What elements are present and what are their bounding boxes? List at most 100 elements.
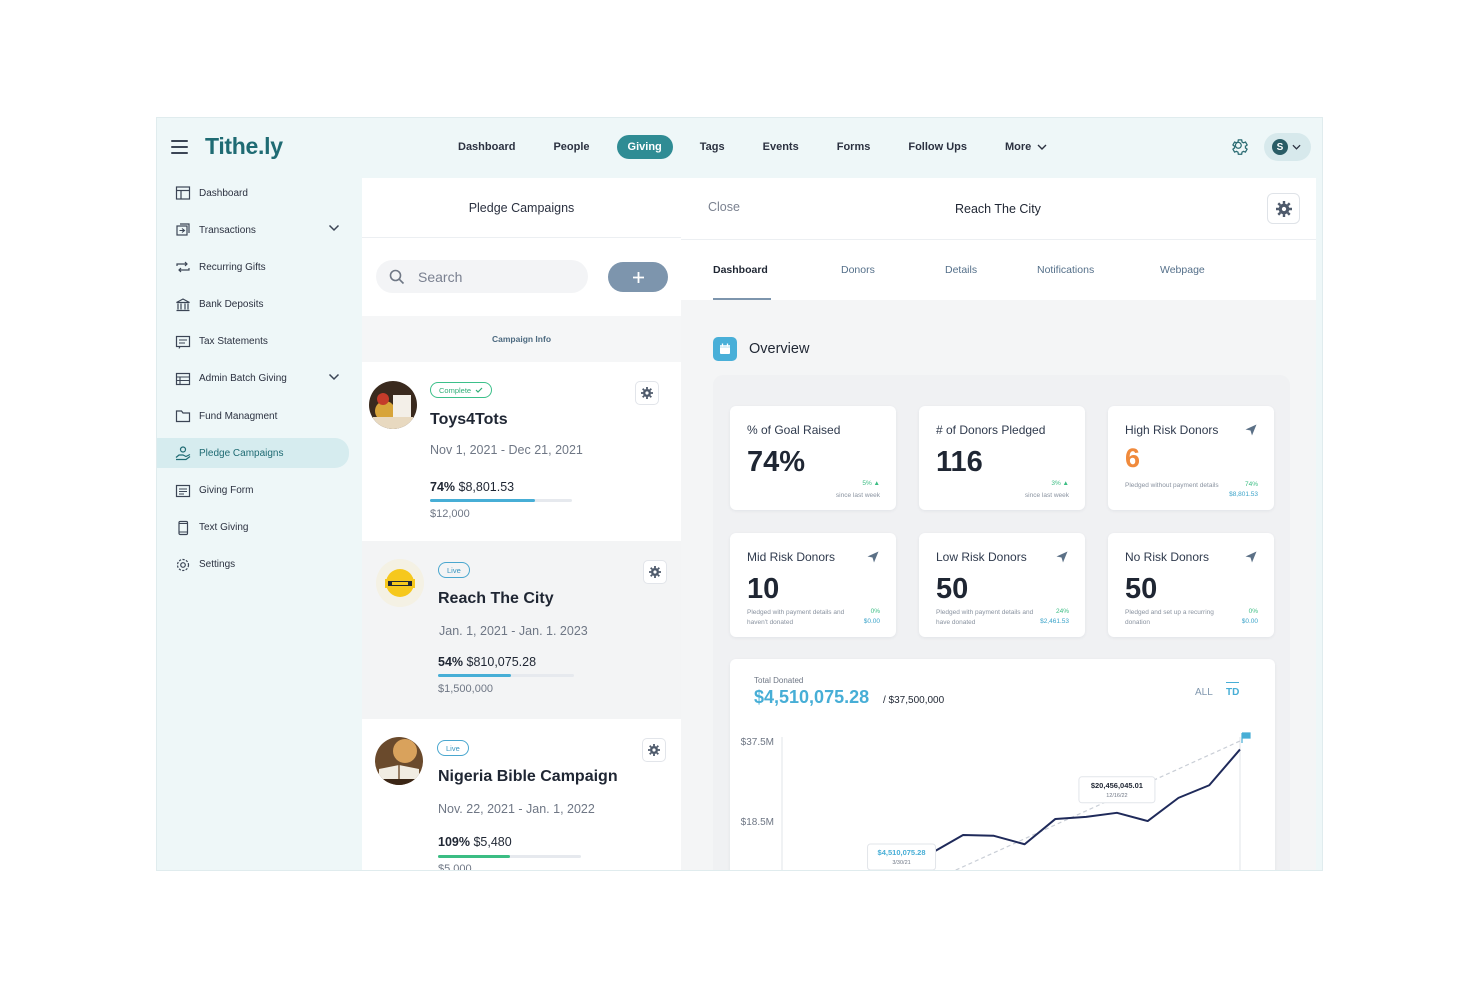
campaign-raised: 74% $8,801.53 bbox=[430, 480, 514, 494]
sidebar-item-fund-management[interactable]: Fund Managment bbox=[157, 401, 357, 431]
campaign-settings-button[interactable] bbox=[642, 738, 666, 762]
nav-forms[interactable]: Forms bbox=[836, 141, 871, 153]
detail-tabs: Dashboard Donors Details Notifications W… bbox=[681, 240, 1316, 300]
campaign-name: Reach The City bbox=[438, 590, 554, 607]
campaign-raised-amount: $5,480 bbox=[473, 835, 512, 849]
stat-value: 50 bbox=[936, 573, 969, 605]
stat-card-no-risk[interactable]: No Risk Donors 50 Pledged and set up a r… bbox=[1108, 533, 1274, 637]
close-button[interactable]: Close bbox=[708, 200, 740, 214]
user-menu-button[interactable]: S bbox=[1264, 133, 1311, 161]
send-icon[interactable] bbox=[1245, 551, 1257, 563]
stat-label: High Risk Donors bbox=[1125, 423, 1219, 437]
y-tick-label: $37.5M bbox=[741, 737, 774, 748]
campaign-settings-button[interactable] bbox=[635, 381, 659, 405]
nav-tags[interactable]: Tags bbox=[699, 141, 725, 153]
stat-card-low-risk[interactable]: Low Risk Donors 50 Pledged with payment … bbox=[919, 533, 1085, 637]
stat-card-high-risk[interactable]: High Risk Donors 6 Pledged without payme… bbox=[1108, 406, 1274, 510]
folder-icon bbox=[175, 410, 191, 423]
campaign-card[interactable]: Live Reach The City Jan. 1, 2021 - Jan. … bbox=[362, 541, 681, 719]
total-donated-chart-card: Total Donated $4,510,075.28 / $37,500,00… bbox=[730, 659, 1275, 870]
campaign-progress-bar bbox=[430, 499, 572, 502]
send-icon[interactable] bbox=[867, 551, 879, 563]
range-td-button[interactable]: TD bbox=[1226, 682, 1240, 698]
campaign-image bbox=[376, 559, 424, 607]
campaign-card[interactable]: Complete Toys4Tots Nov 1, 2021 - Dec 21,… bbox=[362, 363, 681, 541]
gear-icon bbox=[176, 558, 190, 571]
add-campaign-button[interactable] bbox=[608, 262, 668, 292]
sidebar-item-tax-statements[interactable]: Tax Statements bbox=[157, 327, 357, 357]
tab-webpage[interactable]: Webpage bbox=[1160, 264, 1205, 276]
stat-amount: $0.00 bbox=[863, 618, 880, 625]
campaign-raised-amount: $810,075.28 bbox=[466, 655, 537, 669]
stat-amount: $0.00 bbox=[1241, 618, 1258, 625]
tab-details[interactable]: Details bbox=[945, 264, 978, 276]
tab-donors[interactable]: Donors bbox=[841, 264, 875, 276]
search-input[interactable]: Search bbox=[376, 260, 588, 293]
campaign-progress-bar bbox=[438, 855, 581, 858]
stat-note: Pledged without payment details bbox=[1125, 482, 1219, 489]
campaign-progress-fill bbox=[438, 855, 510, 858]
gear-icon bbox=[648, 744, 660, 756]
sidebar-item-transactions[interactable]: Transactions bbox=[157, 215, 357, 245]
campaign-goal: $1,500,000 bbox=[438, 683, 494, 695]
sidebar: Dashboard Transactions Recurring Gifts B… bbox=[157, 178, 357, 587]
stat-delta-caption: since last week bbox=[1024, 492, 1069, 499]
tooltip-value: $4,510,075.28 bbox=[878, 848, 926, 857]
stat-card-goal-raised[interactable]: % of Goal Raised 74% 5% ▲ since last wee… bbox=[730, 406, 896, 510]
sidebar-item-dashboard[interactable]: Dashboard bbox=[157, 178, 357, 208]
campaign-settings-button[interactable] bbox=[1267, 193, 1300, 224]
batch-icon bbox=[175, 372, 191, 386]
send-icon[interactable] bbox=[1245, 424, 1257, 436]
total-donated-chart: $37.5M $18.5M $20,456,045.01 12/16/22 $4,510… bbox=[741, 732, 1251, 870]
sidebar-item-recurring-gifts[interactable]: Recurring Gifts bbox=[157, 252, 357, 282]
nav-events[interactable]: Events bbox=[762, 141, 799, 153]
send-icon[interactable] bbox=[1056, 551, 1068, 563]
nav-more-label: More bbox=[1005, 141, 1032, 153]
nav-follow-ups[interactable]: Follow Ups bbox=[908, 141, 968, 153]
tab-notifications[interactable]: Notifications bbox=[1037, 264, 1095, 276]
app-window: Tithe.ly Dashboard People Giving Tags Ev… bbox=[156, 117, 1323, 871]
chevron-down-icon[interactable] bbox=[328, 224, 340, 232]
campaign-percent: 54% bbox=[438, 655, 464, 669]
nav-dashboard[interactable]: Dashboard bbox=[458, 141, 516, 153]
tab-dashboard[interactable]: Dashboard bbox=[713, 264, 768, 276]
campaign-card[interactable]: Live Nigeria Bible Campaign Nov. 22, 202… bbox=[362, 719, 681, 871]
avatar: S bbox=[1272, 139, 1288, 155]
sidebar-item-label: Giving Form bbox=[199, 485, 254, 496]
app-logo[interactable]: Tithe.ly bbox=[205, 133, 283, 159]
stat-label: No Risk Donors bbox=[1125, 550, 1210, 564]
active-tab-indicator bbox=[713, 298, 771, 300]
total-goal: / $37,500,000 bbox=[883, 695, 945, 706]
range-all-button[interactable]: ALL bbox=[1195, 687, 1213, 698]
sidebar-item-pledge-campaigns[interactable]: Pledge Campaigns bbox=[157, 438, 349, 469]
sidebar-item-settings[interactable]: Settings bbox=[157, 550, 357, 580]
tooltip-date: 12/16/22 bbox=[1106, 793, 1127, 799]
pledge-icon bbox=[175, 446, 191, 461]
stat-delta: 5% ▲ bbox=[862, 480, 880, 487]
nav-giving[interactable]: Giving bbox=[616, 135, 673, 159]
sidebar-item-bank-deposits[interactable]: Bank Deposits bbox=[157, 290, 357, 320]
stat-card-donors-pledged[interactable]: # of Donors Pledged 116 3% ▲ since last … bbox=[919, 406, 1085, 510]
campaign-settings-button[interactable] bbox=[643, 560, 667, 584]
chevron-down-icon bbox=[1292, 144, 1301, 150]
tooltip-date: 3/30/21 bbox=[892, 860, 910, 866]
chevron-down-icon[interactable] bbox=[328, 373, 340, 381]
search-placeholder: Search bbox=[418, 268, 463, 285]
nav-more[interactable]: More bbox=[994, 135, 1058, 159]
settings-gear-icon[interactable] bbox=[1230, 137, 1250, 157]
stat-card-mid-risk[interactable]: Mid Risk Donors 10 Pledged with payment … bbox=[730, 533, 896, 637]
nav-people[interactable]: People bbox=[553, 141, 590, 153]
menu-icon[interactable] bbox=[171, 140, 188, 154]
sidebar-item-label: Transactions bbox=[199, 224, 256, 236]
status-badge: Live bbox=[438, 562, 470, 578]
campaign-percent: 109% bbox=[438, 835, 470, 849]
gear-icon bbox=[641, 387, 653, 399]
sidebar-item-label: Settings bbox=[199, 559, 236, 571]
sidebar-item-giving-form[interactable]: Giving Form bbox=[157, 476, 357, 506]
sidebar-item-label: Tax Statements bbox=[199, 336, 268, 348]
stat-amount: $8,801.53 bbox=[1229, 491, 1258, 498]
overview-container: % of Goal Raised 74% 5% ▲ since last wee… bbox=[713, 375, 1290, 870]
sidebar-item-admin-batch-giving[interactable]: Admin Batch Giving bbox=[157, 364, 357, 394]
campaign-goal: $5,000 bbox=[438, 863, 472, 871]
sidebar-item-text-giving[interactable]: Text Giving bbox=[157, 513, 357, 543]
